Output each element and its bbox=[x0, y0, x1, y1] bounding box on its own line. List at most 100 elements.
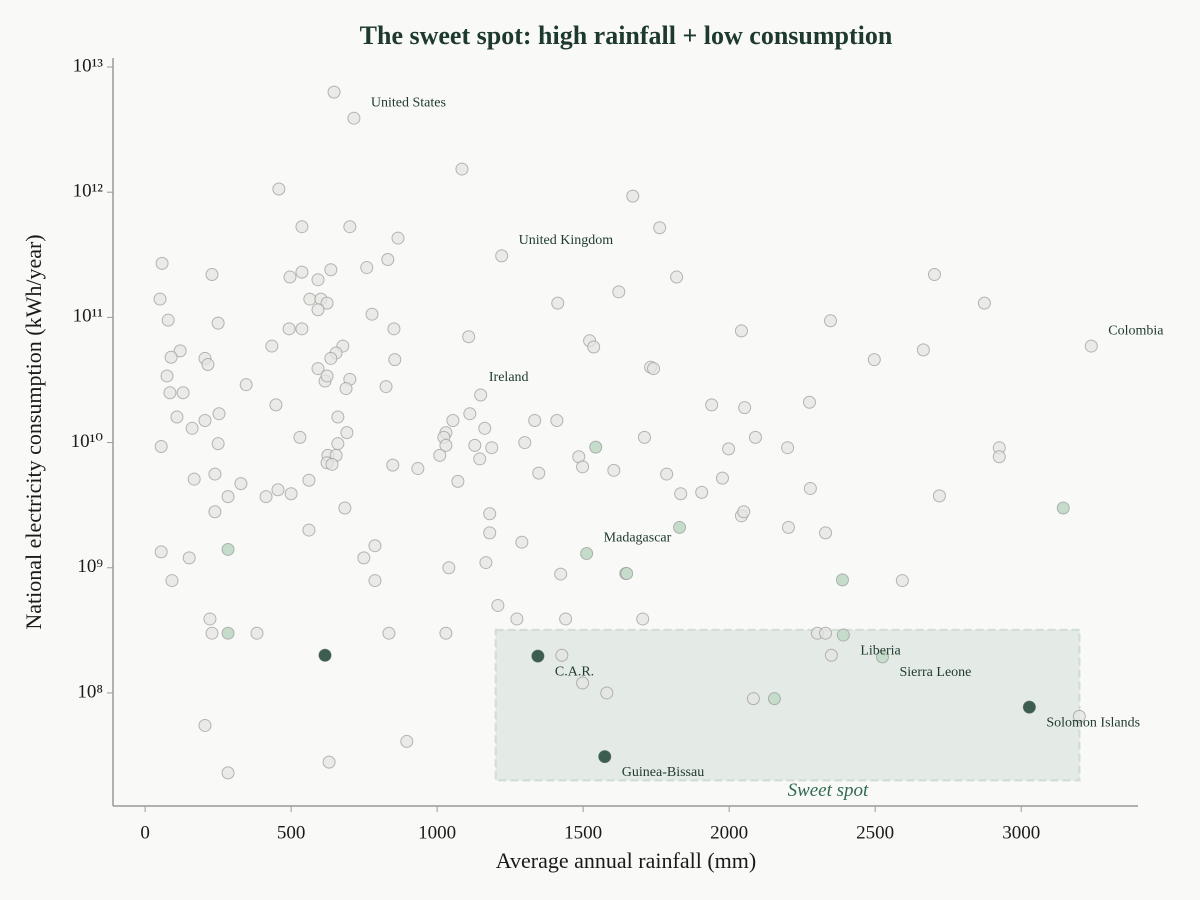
data-point bbox=[400, 734, 414, 748]
data-point bbox=[781, 441, 795, 455]
data-point bbox=[250, 626, 264, 640]
data-point bbox=[368, 539, 382, 553]
data-point bbox=[311, 362, 325, 376]
data-point bbox=[271, 483, 285, 497]
data-point bbox=[510, 612, 524, 626]
data-point bbox=[163, 386, 177, 400]
data-point bbox=[551, 296, 565, 310]
data-point bbox=[302, 473, 316, 487]
data-point bbox=[746, 692, 760, 706]
data-point bbox=[462, 330, 476, 344]
data-point bbox=[272, 182, 286, 196]
data-point bbox=[203, 612, 217, 626]
data-point bbox=[531, 649, 545, 663]
data-point bbox=[154, 545, 168, 559]
x-axis-label: Average annual rainfall (mm) bbox=[496, 848, 756, 873]
data-point bbox=[331, 410, 345, 424]
data-point bbox=[835, 573, 849, 587]
annotation: United States bbox=[371, 95, 446, 110]
data-point bbox=[170, 410, 184, 424]
annotation: Colombia bbox=[1108, 323, 1164, 338]
data-point bbox=[781, 520, 795, 534]
data-point bbox=[598, 750, 612, 764]
data-point bbox=[182, 551, 196, 565]
data-point bbox=[153, 292, 167, 306]
data-point bbox=[653, 221, 667, 235]
data-point bbox=[715, 471, 729, 485]
data-point bbox=[173, 344, 187, 358]
data-point bbox=[187, 472, 201, 486]
data-point bbox=[303, 292, 317, 306]
x-tick-label: 0 bbox=[140, 822, 150, 843]
data-point bbox=[283, 270, 297, 284]
data-point bbox=[580, 546, 594, 560]
y-tick-label: 10⁸ bbox=[77, 681, 103, 702]
data-point bbox=[234, 477, 248, 491]
data-point bbox=[748, 430, 762, 444]
data-point bbox=[211, 437, 225, 451]
data-point bbox=[164, 350, 178, 364]
y-tick-label: 10¹³ bbox=[73, 55, 104, 76]
data-point bbox=[705, 398, 719, 412]
data-point bbox=[201, 358, 215, 372]
y-tick-label: 10⁹ bbox=[77, 556, 103, 577]
data-point bbox=[612, 285, 626, 299]
data-point bbox=[673, 520, 687, 534]
data-point bbox=[463, 407, 477, 421]
data-point bbox=[293, 430, 307, 444]
data-point bbox=[221, 626, 235, 640]
data-point bbox=[478, 421, 492, 435]
data-point bbox=[221, 490, 235, 504]
data-point bbox=[722, 442, 736, 456]
data-point bbox=[626, 189, 640, 203]
data-point bbox=[327, 85, 341, 99]
data-point bbox=[282, 322, 296, 336]
x-tick-label: 3000 bbox=[1002, 822, 1040, 843]
x-tick-label: 2500 bbox=[856, 822, 894, 843]
data-point bbox=[265, 339, 279, 353]
data-point bbox=[198, 718, 212, 732]
data-point bbox=[391, 231, 405, 245]
data-point bbox=[1056, 501, 1070, 515]
data-point bbox=[589, 440, 603, 454]
data-point bbox=[205, 268, 219, 282]
x-tick-label: 500 bbox=[277, 822, 306, 843]
data-point bbox=[382, 626, 396, 640]
data-point bbox=[338, 501, 352, 515]
data-point bbox=[155, 256, 169, 270]
data-point bbox=[154, 440, 168, 454]
data-point bbox=[318, 648, 332, 662]
data-point bbox=[867, 353, 881, 367]
data-point bbox=[607, 463, 621, 477]
data-point bbox=[1084, 339, 1098, 353]
data-point bbox=[474, 388, 488, 402]
data-point bbox=[927, 268, 941, 282]
data-point bbox=[670, 270, 684, 284]
data-point bbox=[208, 505, 222, 519]
data-point bbox=[439, 438, 453, 452]
y-tick-label: 10¹⁰ bbox=[71, 431, 104, 452]
data-point bbox=[554, 567, 568, 581]
data-point bbox=[339, 382, 353, 396]
data-point bbox=[660, 467, 674, 481]
data-point bbox=[320, 369, 334, 383]
annotation: Liberia bbox=[860, 643, 901, 658]
data-point bbox=[295, 220, 309, 234]
y-tick-label: 10¹² bbox=[73, 181, 104, 202]
data-point bbox=[819, 526, 833, 540]
annotation: United Kingdom bbox=[519, 233, 614, 248]
data-point bbox=[439, 626, 453, 640]
data-point bbox=[295, 265, 309, 279]
data-point bbox=[325, 457, 339, 471]
data-point bbox=[495, 249, 509, 263]
y-tick-label: 10¹¹ bbox=[73, 306, 104, 327]
data-point bbox=[483, 507, 497, 521]
chart-title: The sweet spot: high rainfall + low cons… bbox=[360, 21, 893, 50]
highlight-label: Sweet spot bbox=[788, 780, 869, 801]
data-point bbox=[360, 261, 374, 275]
data-point bbox=[324, 263, 338, 277]
data-point bbox=[734, 324, 748, 338]
data-point bbox=[322, 755, 336, 769]
data-point bbox=[824, 314, 837, 328]
data-point bbox=[295, 322, 309, 336]
